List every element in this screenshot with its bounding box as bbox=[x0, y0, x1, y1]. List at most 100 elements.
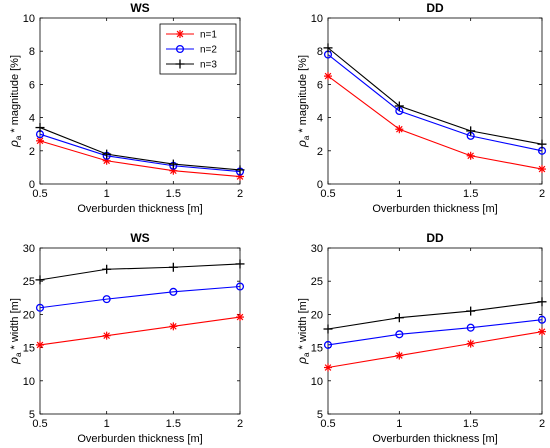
legend-marker bbox=[175, 59, 185, 69]
x-tick-label: 2 bbox=[539, 188, 545, 200]
y-axis-label: ρa * magnitude [%] bbox=[7, 55, 23, 148]
series-line bbox=[327, 54, 543, 152]
data-point bbox=[466, 306, 476, 316]
y-axis-label: ρa * width [m] bbox=[7, 298, 23, 365]
legend-marker bbox=[175, 44, 185, 54]
data-point bbox=[102, 264, 112, 274]
y-tick-label: 10 bbox=[23, 13, 35, 25]
data-point bbox=[323, 324, 333, 334]
data-point bbox=[36, 340, 44, 349]
data-point bbox=[324, 72, 332, 81]
y-tick-label: 10 bbox=[311, 13, 323, 25]
data-point bbox=[168, 159, 178, 169]
series-n=1 bbox=[36, 313, 244, 349]
series-line bbox=[39, 316, 241, 346]
data-point bbox=[235, 259, 245, 269]
y-tick-label: 30 bbox=[23, 243, 35, 255]
x-axis-label: Overburden thickness [m] bbox=[77, 203, 202, 215]
data-point bbox=[395, 351, 404, 360]
legend: n=1 n=2 n=3 bbox=[159, 23, 237, 75]
series-line bbox=[327, 301, 543, 330]
legend-entry: n=1 bbox=[166, 30, 217, 41]
legend-entry: n=3 bbox=[166, 59, 217, 71]
legend-marker bbox=[176, 30, 184, 38]
data-point bbox=[394, 101, 404, 111]
data-point bbox=[323, 340, 333, 349]
y-tick-label: 15 bbox=[311, 343, 323, 355]
y-tick-label: 2 bbox=[317, 146, 323, 158]
data-point bbox=[394, 313, 404, 323]
plot-area bbox=[39, 247, 241, 415]
data-point bbox=[35, 275, 45, 285]
data-point bbox=[395, 125, 404, 134]
y-tick-label: 5 bbox=[29, 409, 35, 421]
series-n=2 bbox=[35, 130, 245, 176]
data-point bbox=[324, 363, 332, 372]
x-axis-label: Overburden thickness [m] bbox=[77, 433, 202, 445]
series-n=2 bbox=[35, 282, 245, 312]
y-tick-label: 10 bbox=[23, 376, 35, 388]
chart-title: WS bbox=[130, 1, 149, 15]
data-point bbox=[102, 295, 111, 304]
legend-label: n=1 bbox=[200, 30, 217, 41]
series-line bbox=[327, 75, 543, 170]
data-point bbox=[235, 165, 245, 175]
x-tick-label: 0.5 bbox=[32, 418, 47, 430]
x-tick-label: 0.5 bbox=[320, 418, 335, 430]
chart-title: WS bbox=[130, 231, 149, 245]
data-point bbox=[169, 322, 178, 331]
data-point bbox=[537, 297, 547, 307]
x-tick-label: 1.5 bbox=[463, 418, 478, 430]
chart-title: DD bbox=[426, 231, 444, 245]
data-point bbox=[168, 262, 178, 272]
data-point bbox=[395, 330, 404, 339]
x-tick-label: 1.5 bbox=[166, 418, 181, 430]
chart-panel-1: WS 0.5 1 1.5 2 0 2 4 6 8 10 Overburden thickness [m… bbox=[7, 1, 245, 215]
series-line bbox=[327, 319, 543, 346]
legend-entry: n=2 bbox=[166, 45, 217, 56]
plot-area bbox=[39, 17, 241, 185]
data-point bbox=[466, 339, 475, 348]
series-line bbox=[39, 133, 241, 173]
series-n=3 bbox=[323, 43, 547, 149]
data-point bbox=[35, 303, 45, 312]
x-tick-label: 2 bbox=[237, 188, 243, 200]
x-axis-label: Overburden thickness [m] bbox=[372, 433, 497, 445]
data-point bbox=[466, 323, 475, 332]
series-n=1 bbox=[324, 327, 546, 372]
series-line bbox=[39, 285, 241, 309]
y-tick-label: 8 bbox=[317, 46, 323, 58]
y-tick-label: 25 bbox=[23, 276, 35, 288]
data-point bbox=[537, 139, 547, 149]
x-tick-label: 1 bbox=[396, 418, 402, 430]
y-tick-label: 5 bbox=[317, 409, 323, 421]
series-line bbox=[39, 263, 241, 281]
y-tick-label: 2 bbox=[29, 146, 35, 158]
x-tick-label: 1.5 bbox=[463, 188, 478, 200]
data-point bbox=[235, 282, 245, 291]
y-tick-label: 6 bbox=[317, 79, 323, 91]
y-tick-label: 0 bbox=[317, 179, 323, 191]
series-line bbox=[39, 127, 241, 171]
y-axis-label: ρa * magnitude [%] bbox=[295, 55, 311, 148]
data-point bbox=[102, 331, 111, 340]
series-line bbox=[39, 140, 241, 178]
x-tick-label: 1 bbox=[104, 188, 110, 200]
x-axis-label: Overburden thickness [m] bbox=[372, 203, 497, 215]
y-tick-label: 25 bbox=[311, 276, 323, 288]
chart-title: DD bbox=[426, 1, 444, 15]
x-tick-label: 1 bbox=[396, 188, 402, 200]
chart-panel-2: DD 0.5 1 1.5 2 0 2 4 6 8 10 Overburden thickness [m… bbox=[295, 1, 547, 215]
x-tick-label: 2 bbox=[237, 418, 243, 430]
legend-label: n=2 bbox=[200, 45, 217, 56]
series-line bbox=[327, 47, 543, 145]
data-point bbox=[236, 313, 244, 322]
data-point bbox=[35, 123, 45, 133]
y-tick-label: 15 bbox=[23, 343, 35, 355]
series-n=3 bbox=[35, 259, 245, 285]
series-n=1 bbox=[324, 72, 546, 174]
data-point bbox=[538, 327, 546, 336]
y-tick-label: 8 bbox=[29, 46, 35, 58]
